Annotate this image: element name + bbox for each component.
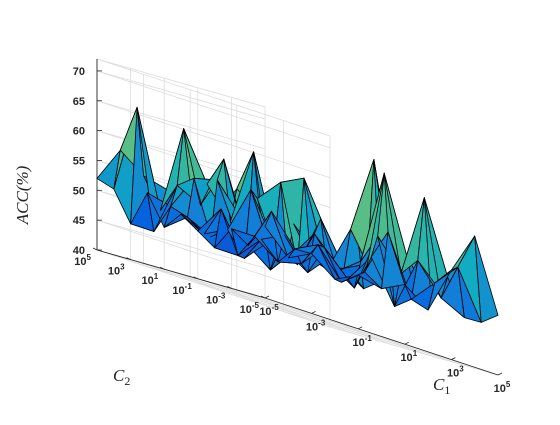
x-tick-label: 10-3 xyxy=(306,318,326,333)
y-tick-label: 10-3 xyxy=(206,291,226,306)
z-axis-label: ACC(%) xyxy=(13,165,32,225)
wall-gridline xyxy=(96,219,331,298)
y-tick-mark xyxy=(193,276,198,280)
x-tick-mark xyxy=(404,341,409,345)
floor-gridline xyxy=(329,326,499,376)
surface-layer xyxy=(96,106,499,323)
x-tick-label: 101 xyxy=(400,349,417,364)
wall-gridline xyxy=(96,58,331,137)
y-tick-label: 10-1 xyxy=(172,282,192,297)
x-tick-label: 105 xyxy=(494,380,511,395)
wall-gridline xyxy=(96,249,331,328)
x-tick-label: 103 xyxy=(447,365,464,380)
x-axis-line xyxy=(264,297,499,376)
y-tick-mark xyxy=(126,257,131,260)
y-tick-label: 103 xyxy=(108,263,125,278)
z-tick-label: 60 xyxy=(73,126,85,138)
wall-gridline xyxy=(96,58,266,108)
x-tick-mark xyxy=(311,311,316,314)
y-tick-mark xyxy=(227,286,232,289)
x-tick-label: 10-5 xyxy=(259,303,279,318)
tick-layer: 10-5 10-3 10-1 101 103 105 10-5 10-3 10-1 101 103 1… xyxy=(73,66,511,395)
x-tick-mark xyxy=(358,326,363,330)
z-tick-label: 70 xyxy=(73,66,85,78)
x-tick-mark xyxy=(497,372,503,376)
x-tick-label: 10-1 xyxy=(353,334,373,349)
y-axis-line xyxy=(96,249,266,299)
floor-gridline xyxy=(130,259,364,337)
x-axis-label: C1 xyxy=(433,375,450,397)
wall-gridline xyxy=(96,70,331,149)
y-tick-label: 10-5 xyxy=(240,301,260,316)
x-tick-mark xyxy=(264,295,270,299)
y-tick-label: 105 xyxy=(74,253,91,268)
z-tick-label: 55 xyxy=(73,155,85,167)
surface-facet xyxy=(474,235,499,323)
y-tick-mark xyxy=(92,247,98,251)
x-tick-mark xyxy=(451,357,456,360)
y-tick-label: 101 xyxy=(141,272,158,287)
y-tick-mark xyxy=(260,295,266,299)
y-axis-label: C2 xyxy=(113,366,130,388)
z-tick-label: 45 xyxy=(73,215,85,227)
wall-gridline xyxy=(96,70,266,120)
y-tick-mark xyxy=(160,266,165,270)
z-tick-label: 65 xyxy=(73,96,85,108)
z-tick-label: 50 xyxy=(73,185,85,197)
z-tick-label: 40 xyxy=(73,245,85,257)
